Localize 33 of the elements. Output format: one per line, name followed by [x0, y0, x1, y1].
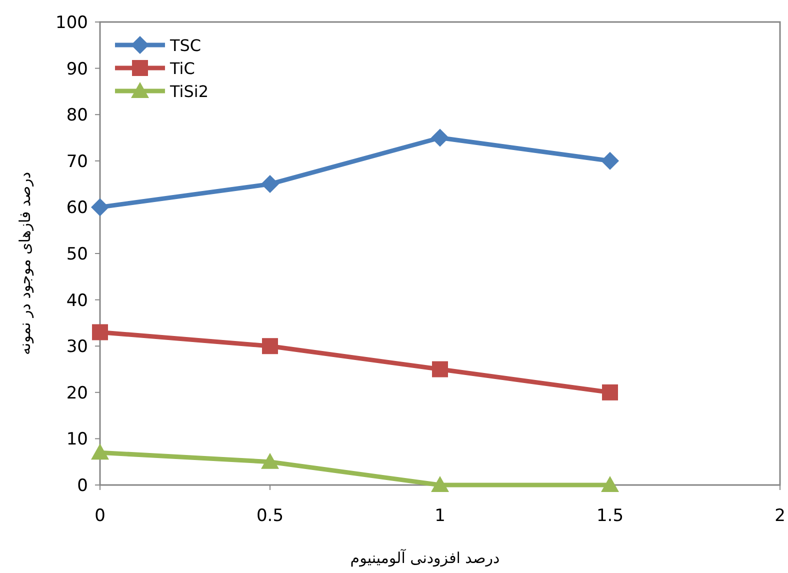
y-axis-title: درصد فازهای موجود در نمونه [16, 172, 34, 356]
legend-label: TSC [169, 36, 202, 55]
point [91, 198, 109, 216]
point [431, 128, 449, 147]
legend-label: TiSi2 [169, 82, 209, 101]
x-tick-label: 1.5 [596, 506, 624, 526]
x-tick-label: 2 [774, 506, 786, 526]
x-tick-label: 0 [94, 506, 106, 526]
point [91, 444, 109, 460]
y-tick-label: 10 [66, 430, 88, 450]
point [601, 476, 619, 492]
y-tick-label: 30 [66, 337, 88, 358]
y-tick-label: 20 [66, 383, 88, 404]
y-tick-label: 60 [66, 198, 88, 218]
point [432, 361, 448, 378]
y-tick-label: 90 [66, 59, 88, 80]
x-axis-title: درصد افزودنی آلومینیوم [350, 548, 500, 567]
y-tick-label: 100 [56, 13, 88, 33]
x-tick-label: 1 [434, 506, 446, 526]
y-tick-label: 50 [66, 244, 88, 264]
point [431, 476, 449, 492]
y-tick-label: 0 [77, 476, 88, 496]
point [262, 338, 278, 354]
point [261, 175, 279, 194]
y-tick-label: 80 [66, 106, 88, 126]
y-tick-label: 70 [66, 152, 88, 172]
x-tick-label: 0.5 [256, 506, 284, 526]
y-tick-label: 40 [66, 290, 88, 311]
point [261, 452, 279, 469]
point [92, 324, 108, 340]
point [602, 384, 618, 400]
point [601, 152, 619, 170]
legend-label: TiC [169, 59, 195, 78]
